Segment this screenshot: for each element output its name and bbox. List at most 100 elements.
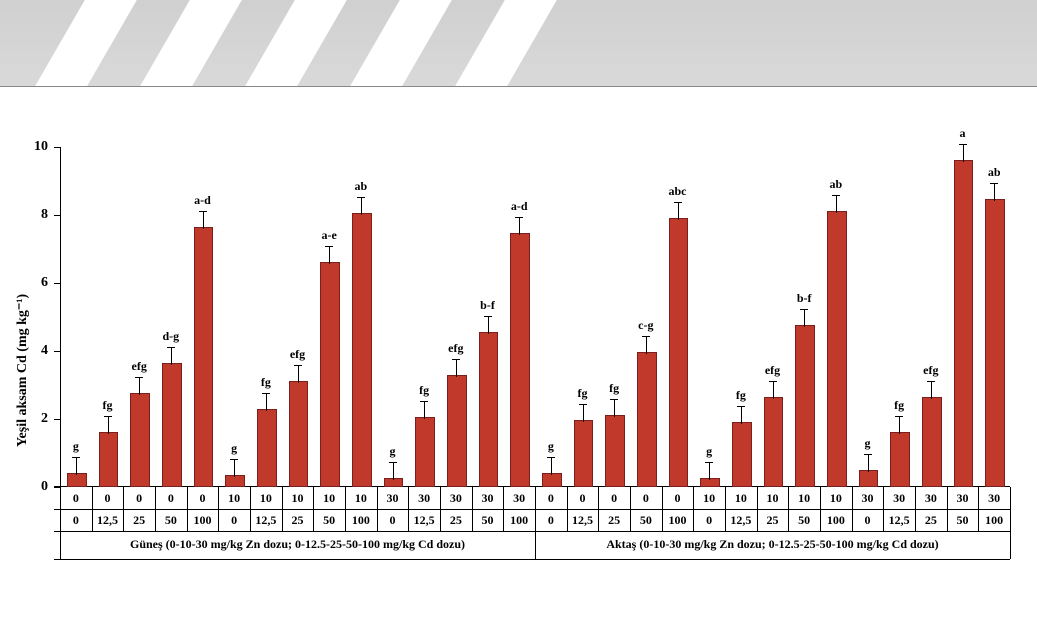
error-bar bbox=[139, 378, 140, 395]
error-bar bbox=[361, 198, 362, 215]
error-cap bbox=[737, 406, 745, 407]
decorative-topband bbox=[0, 0, 1037, 86]
bar bbox=[669, 218, 688, 487]
bar-annotation: fg bbox=[894, 398, 904, 413]
error-cap bbox=[547, 457, 555, 458]
bar bbox=[637, 352, 656, 487]
x-tick bbox=[693, 487, 694, 509]
y-tick-labels: 0246810 bbox=[0, 147, 54, 487]
x-row-zn: 0000010101010103030303030000001010101010… bbox=[60, 487, 1010, 509]
x-tick bbox=[440, 509, 441, 531]
x-label-zn: 10 bbox=[260, 491, 272, 506]
x-row-cd: 012,52550100012,52550100012,52550100012,… bbox=[60, 509, 1010, 531]
bar-annotation: g bbox=[73, 439, 79, 454]
error-bar bbox=[551, 458, 552, 475]
x-label-cd: 100 bbox=[827, 513, 845, 528]
x-tick bbox=[725, 509, 726, 531]
x-label-zn: 0 bbox=[611, 491, 617, 506]
error-cap bbox=[420, 401, 428, 402]
bar-annotation: b-f bbox=[480, 298, 495, 313]
error-cap bbox=[167, 347, 175, 348]
bar bbox=[257, 409, 276, 488]
bar bbox=[985, 199, 1004, 487]
x-label-zn: 30 bbox=[450, 491, 462, 506]
x-tick bbox=[472, 487, 473, 509]
error-bar bbox=[994, 184, 995, 201]
x-label-cd: 0 bbox=[231, 513, 237, 528]
bar-annotation: ab bbox=[988, 165, 1001, 180]
bar bbox=[732, 422, 751, 487]
bar-annotation: fg bbox=[609, 381, 619, 396]
x-tick bbox=[630, 509, 631, 531]
x-tick bbox=[978, 487, 979, 509]
bar bbox=[352, 213, 371, 487]
bar-annotation: ab bbox=[354, 179, 367, 194]
x-label-cd: 100 bbox=[510, 513, 528, 528]
bar-annotation: c-g bbox=[638, 318, 653, 333]
x-label-zn: 10 bbox=[323, 491, 335, 506]
error-bar bbox=[709, 463, 710, 480]
x-tick bbox=[915, 487, 916, 509]
bar bbox=[510, 233, 529, 487]
error-cap bbox=[389, 462, 397, 463]
bar bbox=[162, 363, 181, 487]
x-tick bbox=[662, 509, 663, 531]
x-tick bbox=[345, 487, 346, 509]
x-label-zn: 0 bbox=[105, 491, 111, 506]
error-cap bbox=[895, 416, 903, 417]
bar bbox=[605, 415, 624, 487]
error-bar bbox=[108, 417, 109, 434]
error-cap bbox=[452, 359, 460, 360]
x-tick bbox=[123, 487, 124, 509]
error-bar bbox=[519, 218, 520, 235]
bar-annotation: a-d bbox=[511, 199, 528, 214]
bar bbox=[67, 473, 86, 487]
bar-annotation: efg bbox=[290, 347, 305, 362]
error-bar bbox=[488, 317, 489, 334]
error-cap bbox=[135, 377, 143, 378]
error-cap bbox=[579, 404, 587, 405]
x-tick bbox=[282, 509, 283, 531]
x-label-cd: 25 bbox=[925, 513, 937, 528]
x-tick bbox=[725, 487, 726, 509]
x-tick bbox=[377, 509, 378, 531]
bar bbox=[320, 262, 339, 487]
x-label-zn: 0 bbox=[675, 491, 681, 506]
bar bbox=[415, 417, 434, 487]
error-bar bbox=[836, 196, 837, 213]
group-divider bbox=[1010, 531, 1011, 559]
x-tick bbox=[408, 487, 409, 509]
x-label-cd: 0 bbox=[548, 513, 554, 528]
x-label-zn: 0 bbox=[136, 491, 142, 506]
x-tick bbox=[535, 509, 536, 531]
error-bar bbox=[773, 382, 774, 399]
error-cap bbox=[990, 183, 998, 184]
x-tick bbox=[567, 487, 568, 509]
x-tick bbox=[757, 509, 758, 531]
x-label-zn: 30 bbox=[482, 491, 494, 506]
x-tick bbox=[598, 509, 599, 531]
x-tick bbox=[92, 487, 93, 509]
bar-annotation: b-f bbox=[797, 291, 812, 306]
x-label-cd: 100 bbox=[985, 513, 1003, 528]
x-label-zn: 30 bbox=[862, 491, 874, 506]
error-cap bbox=[959, 144, 967, 145]
x-label-zn: 0 bbox=[200, 491, 206, 506]
bar-annotation: ab bbox=[829, 177, 842, 192]
bar bbox=[700, 478, 719, 487]
y-axis-line bbox=[60, 147, 61, 487]
x-tick bbox=[282, 487, 283, 509]
x-tick bbox=[883, 487, 884, 509]
x-label-cd: 12,5 bbox=[97, 513, 118, 528]
error-bar bbox=[298, 366, 299, 383]
error-bar bbox=[804, 310, 805, 327]
x-label-cd: 100 bbox=[352, 513, 370, 528]
bar bbox=[890, 432, 909, 487]
error-bar bbox=[646, 337, 647, 354]
y-tick-label: 0 bbox=[41, 479, 48, 495]
x-tick bbox=[313, 509, 314, 531]
bar-annotation: fg bbox=[578, 386, 588, 401]
plot-area: gfgefgd-ga-dgfgefga-eabgfgefgb-fa-dgfgfg… bbox=[60, 147, 1010, 487]
error-cap bbox=[230, 459, 238, 460]
error-bar bbox=[583, 405, 584, 422]
